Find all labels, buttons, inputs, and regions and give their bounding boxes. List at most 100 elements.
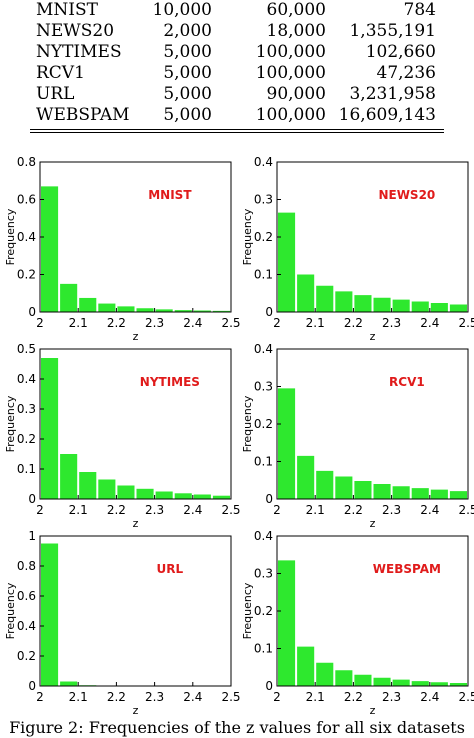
table-cell: 5,000 xyxy=(163,84,212,105)
y-axis-label: Frequency xyxy=(241,208,254,265)
table-cell: 47,236 xyxy=(377,63,436,84)
table-cell: 5,000 xyxy=(163,42,212,63)
histogram-bar xyxy=(393,680,410,686)
histogram-bar xyxy=(316,471,333,499)
x-tick-label: 2.4 xyxy=(420,690,439,704)
x-tick-label: 2.3 xyxy=(382,690,401,704)
chart-title: NYTIMES xyxy=(140,375,200,389)
x-axis-label: z xyxy=(133,330,139,343)
x-tick-label: 2.4 xyxy=(420,316,439,330)
table-cell: MNIST xyxy=(36,0,98,21)
chart-title: WEBSPAM xyxy=(373,562,441,576)
y-axis-label: Frequency xyxy=(4,582,17,639)
x-tick-label: 2.4 xyxy=(183,503,202,517)
x-tick-label: 2.5 xyxy=(458,690,474,704)
histogram-bar xyxy=(98,480,115,500)
x-tick-label: 2.4 xyxy=(420,503,439,517)
y-tick-label: 0.3 xyxy=(254,193,273,207)
histogram-bar xyxy=(316,286,333,312)
chart-title: URL xyxy=(157,562,184,576)
histogram-bar xyxy=(374,484,391,499)
histogram-bar xyxy=(137,489,154,499)
x-tick-label: 2.2 xyxy=(107,503,126,517)
y-tick-label: 0.2 xyxy=(17,432,36,446)
x-tick-label: 2.1 xyxy=(69,690,88,704)
histogram-bar xyxy=(431,303,448,312)
histogram-bar xyxy=(374,678,391,686)
y-tick-label: 0 xyxy=(265,305,273,319)
x-tick-label: 2.3 xyxy=(145,503,164,517)
table-cell: 102,660 xyxy=(366,42,436,63)
table-cell: 18,000 xyxy=(267,21,326,42)
x-tick-label: 2.1 xyxy=(306,316,325,330)
histogram-bar xyxy=(431,682,448,686)
y-tick-label: 0 xyxy=(265,679,273,693)
histogram-bar xyxy=(117,486,134,500)
table-cell: 5,000 xyxy=(163,63,212,84)
histogram-bar xyxy=(41,544,58,687)
x-axis-label: z xyxy=(133,704,139,717)
y-tick-label: 0.4 xyxy=(17,230,36,244)
y-tick-label: 0.1 xyxy=(17,462,36,476)
histogram-bar xyxy=(297,275,314,313)
x-tick-label: 2.3 xyxy=(382,316,401,330)
x-tick-label: 2.1 xyxy=(306,690,325,704)
y-tick-label: 0.1 xyxy=(254,455,273,469)
x-tick-label: 2.2 xyxy=(344,690,363,704)
histogram-bar xyxy=(335,291,352,312)
histogram-bar xyxy=(175,493,192,499)
y-tick-label: 0 xyxy=(265,492,273,506)
table-cell: 5,000 xyxy=(163,105,212,126)
x-tick-label: 2.3 xyxy=(145,690,164,704)
histogram-bar xyxy=(431,490,448,499)
histogram-bar xyxy=(137,308,154,312)
histogram-bar xyxy=(354,295,371,312)
histogram-bar xyxy=(316,663,333,686)
histogram-bar xyxy=(79,472,96,499)
y-axis-label: Frequency xyxy=(4,395,17,452)
histogram-bar xyxy=(79,298,96,312)
y-tick-label: 0.8 xyxy=(17,155,36,169)
y-tick-label: 0.3 xyxy=(254,567,273,581)
x-tick-label: 2.1 xyxy=(69,503,88,517)
table-cell: 10,000 xyxy=(153,0,212,21)
y-tick-label: 0.1 xyxy=(254,268,273,282)
histogram-bar xyxy=(393,486,410,499)
histogram-bar xyxy=(60,454,77,499)
y-tick-label: 0.3 xyxy=(254,380,273,394)
chart-title: NEWS20 xyxy=(378,188,435,202)
histogram-bar xyxy=(335,477,352,500)
x-axis-label: z xyxy=(370,704,376,717)
histogram-bar xyxy=(60,284,77,312)
table-cell: 16,609,143 xyxy=(339,105,436,126)
table-cell: URL xyxy=(36,84,74,105)
histogram-bar xyxy=(278,213,295,312)
x-tick-label: 2.2 xyxy=(344,316,363,330)
x-tick-label: 2.2 xyxy=(344,503,363,517)
histogram-bar xyxy=(374,298,391,312)
histogram-bar xyxy=(393,300,410,312)
table-bottom-rule-double xyxy=(30,132,444,133)
y-tick-label: 0.6 xyxy=(17,589,36,603)
y-tick-label: 0 xyxy=(28,679,36,693)
table-cell: 2,000 xyxy=(163,21,212,42)
x-axis-label: z xyxy=(370,330,376,343)
table-cell: 100,000 xyxy=(256,63,326,84)
histogram-bar xyxy=(354,481,371,499)
x-tick-label: 2.3 xyxy=(145,316,164,330)
y-tick-label: 0 xyxy=(28,305,36,319)
histogram-bar xyxy=(297,456,314,499)
plot-frame xyxy=(40,536,231,686)
y-tick-label: 0.8 xyxy=(17,559,36,573)
y-tick-label: 0.5 xyxy=(17,342,36,356)
histogram-bar xyxy=(117,306,134,312)
